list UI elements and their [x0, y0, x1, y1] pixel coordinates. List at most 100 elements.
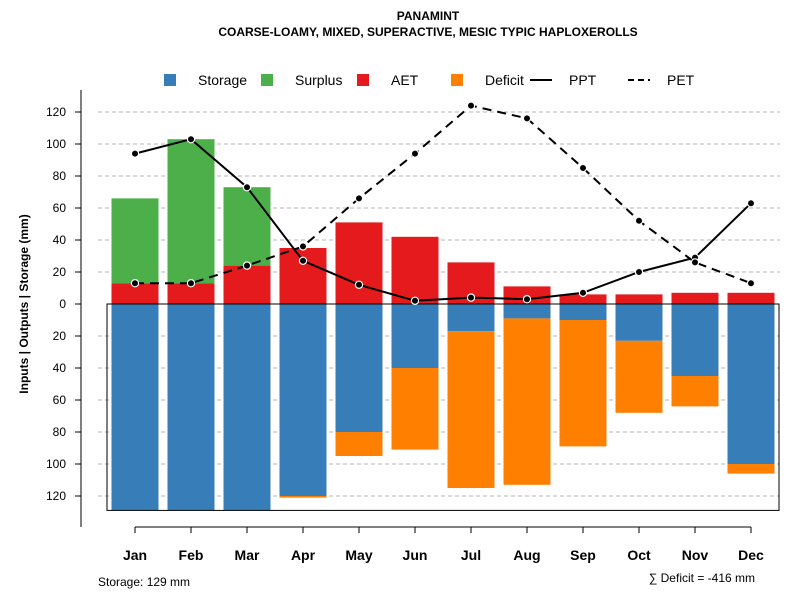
- y-tick-label: 40: [53, 233, 67, 247]
- legend-swatch: [451, 74, 463, 86]
- legend: Storage Surplus AET Deficit PPT PET: [164, 72, 695, 88]
- bar-surplus: [111, 198, 159, 284]
- ppt-point: [522, 295, 532, 304]
- y-tick-label: 20: [53, 329, 67, 343]
- bar-storage: [559, 304, 607, 320]
- bar-deficit: [559, 320, 607, 447]
- bar-aet: [615, 294, 663, 304]
- bar-storage: [167, 304, 215, 511]
- bar-aet: [727, 292, 775, 304]
- x-tick-label: Feb: [179, 547, 204, 563]
- bar-storage: [615, 304, 663, 341]
- bar-storage: [671, 304, 719, 376]
- bar-deficit: [503, 318, 551, 485]
- legend-label: PPT: [569, 72, 597, 88]
- pet-point: [634, 216, 644, 225]
- y-tick-label: 80: [53, 425, 67, 439]
- bar-storage: [503, 304, 551, 319]
- series-lines: [130, 101, 756, 305]
- x-tick-label: Oct: [627, 547, 651, 563]
- pet-point: [690, 258, 700, 267]
- chart-title: PANAMINT: [397, 9, 460, 23]
- bar-surplus: [167, 139, 215, 284]
- y-tick-label: 40: [53, 361, 67, 375]
- y-axis-label: Inputs | Outputs | Storage (mm): [17, 214, 31, 393]
- storage-frame: [106, 303, 780, 511]
- bar-deficit: [335, 432, 383, 456]
- storage-note: Storage: 129 mm: [98, 575, 190, 589]
- bar-storage: [279, 304, 327, 496]
- bar-deficit: [279, 496, 327, 498]
- pet-point: [466, 101, 476, 110]
- ppt-point: [466, 293, 476, 302]
- bar-deficit: [447, 331, 495, 488]
- bar-deficit: [391, 368, 439, 450]
- ppt-point: [746, 198, 756, 208]
- bar-aet: [223, 265, 271, 304]
- x-tick-label: Sep: [570, 547, 596, 563]
- ppt-point: [410, 296, 420, 305]
- y-tick-label: 100: [46, 137, 66, 151]
- legend-label: PET: [667, 72, 695, 88]
- y-tick-label: 80: [53, 169, 67, 183]
- y-tick-label: 0: [59, 297, 66, 311]
- bars: [111, 139, 775, 511]
- x-tick-label: Jun: [403, 547, 428, 563]
- legend-label: Surplus: [295, 72, 342, 88]
- ppt-point: [130, 149, 140, 158]
- legend-swatch: [357, 74, 369, 86]
- pet-point: [186, 279, 196, 288]
- bar-deficit: [615, 340, 663, 413]
- pet-point: [578, 163, 588, 173]
- bar-storage: [111, 304, 159, 511]
- x-tick-label: May: [345, 547, 372, 563]
- ppt-point: [578, 288, 588, 297]
- bar-surplus: [223, 187, 271, 266]
- legend-swatch: [261, 74, 273, 86]
- legend-label: AET: [391, 72, 419, 88]
- ppt-point: [298, 256, 308, 265]
- ppt-line: [134, 138, 752, 302]
- bar-storage: [223, 304, 271, 511]
- legend-label: Storage: [198, 72, 247, 88]
- chart-subtitle: COARSE-LOAMY, MIXED, SUPERACTIVE, MESIC …: [218, 25, 637, 39]
- bar-aet: [335, 222, 383, 304]
- bar-storage: [335, 304, 383, 432]
- deficit-note: ∑ Deficit = -416 mm: [649, 571, 755, 585]
- x-tick-label: Nov: [682, 547, 709, 563]
- x-tick-label: Apr: [291, 547, 316, 563]
- bar-deficit: [671, 376, 719, 407]
- ppt-point: [242, 182, 252, 192]
- pet-point: [522, 114, 532, 123]
- x-tick-label: Jul: [461, 547, 481, 563]
- bar-aet: [111, 283, 159, 304]
- pet-point: [746, 279, 756, 288]
- x-tick-label: Jan: [123, 547, 147, 563]
- legend-swatch: [164, 74, 176, 86]
- pet-point: [130, 279, 140, 288]
- legend-label: Deficit: [485, 72, 524, 88]
- bar-aet: [559, 294, 607, 304]
- ppt-point: [634, 267, 644, 277]
- bar-storage: [727, 304, 775, 464]
- x-tick-label: Mar: [235, 547, 260, 563]
- bar-aet: [671, 292, 719, 304]
- bar-aet: [167, 283, 215, 304]
- bar-storage: [447, 304, 495, 332]
- x-axis: Jan Feb Mar Apr May Jun Jul Aug Sep Oct Nov Dec: [123, 526, 764, 563]
- ppt-point: [186, 134, 196, 144]
- pet-point: [298, 242, 308, 251]
- bar-deficit: [727, 464, 775, 474]
- y-axis: 120 100 80 60 40 20 0 20 40 60 80 100 120: [46, 90, 82, 527]
- pet-point: [242, 261, 252, 270]
- y-tick-label: 120: [46, 105, 66, 119]
- y-tick-label: 100: [46, 457, 66, 471]
- y-tick-label: 60: [53, 393, 67, 407]
- ppt-point: [354, 280, 364, 289]
- bar-storage: [391, 304, 439, 368]
- y-tick-label: 60: [53, 201, 67, 215]
- bar-aet: [279, 248, 327, 304]
- y-tick-label: 20: [53, 265, 67, 279]
- x-tick-label: Aug: [513, 547, 540, 563]
